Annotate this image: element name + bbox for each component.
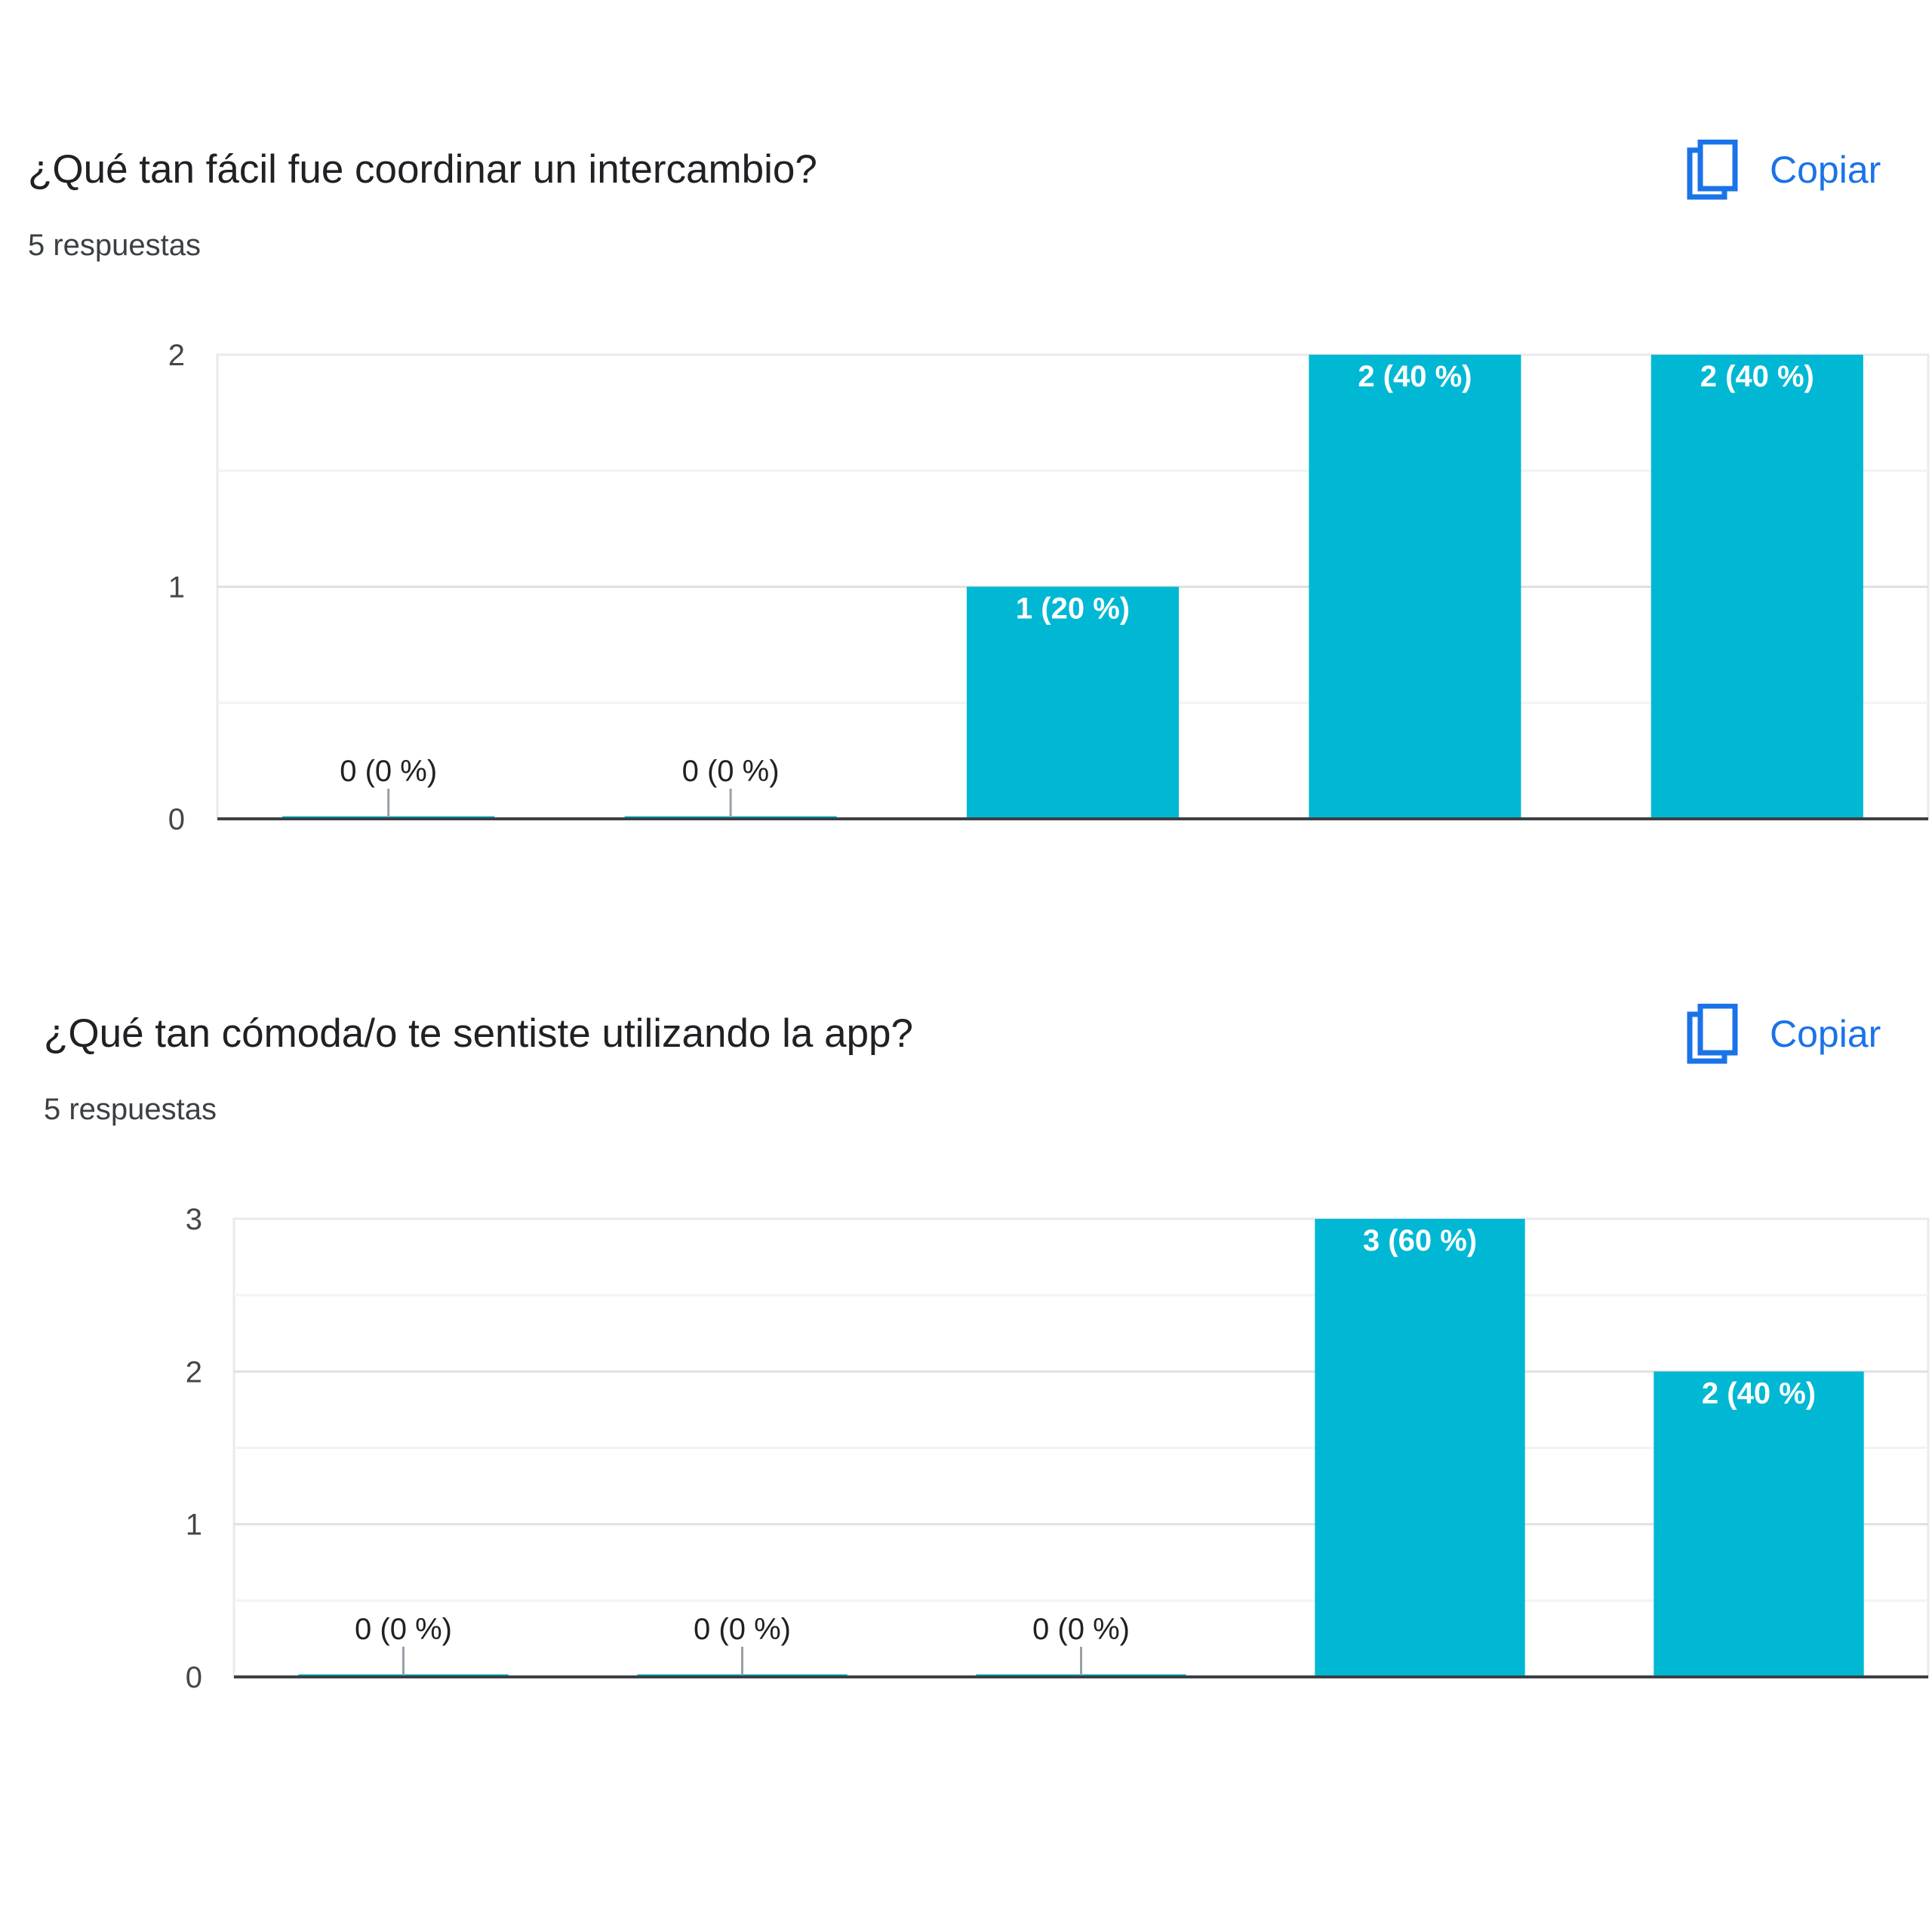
copy-icon: [1687, 1004, 1738, 1064]
data-label: 0 (0 %): [1032, 1613, 1130, 1646]
data-label: 2 (40 %): [1358, 360, 1472, 393]
y-tick-label: 2: [168, 339, 185, 372]
copy-button[interactable]: Copiar: [1687, 136, 1881, 204]
bar: [1651, 355, 1863, 819]
data-label: 3 (60 %): [1363, 1224, 1477, 1257]
data-label: 1 (20 %): [1016, 592, 1130, 626]
data-label: 2 (40 %): [1700, 360, 1814, 393]
copy-button-label: Copiar: [1770, 149, 1881, 191]
y-tick-label: 1: [168, 571, 185, 605]
question-card-1: ¿Qué tan fácil fue coordinar un intercam…: [0, 0, 1932, 830]
question-title: ¿Qué tan fácil fue coordinar un intercam…: [28, 147, 817, 192]
data-label: 0 (0 %): [340, 755, 437, 788]
y-tick-label: 0: [168, 803, 185, 830]
copy-button[interactable]: Copiar: [1687, 1000, 1881, 1068]
question-title: ¿Qué tan cómoda/o te sentiste utilizando…: [44, 1011, 913, 1056]
response-count: 5 respuestas: [44, 1093, 217, 1126]
copy-icon: [1687, 140, 1738, 200]
data-label: 0 (0 %): [355, 1613, 452, 1646]
bar: [1315, 1219, 1525, 1677]
y-tick-label: 2: [186, 1355, 202, 1389]
y-tick-label: 1: [186, 1509, 202, 1542]
bar: [966, 586, 1180, 819]
copy-button-label: Copiar: [1770, 1013, 1881, 1055]
data-label: 2 (40 %): [1702, 1377, 1816, 1410]
response-count: 5 respuestas: [28, 229, 202, 262]
y-tick-label: 3: [186, 1203, 202, 1236]
y-tick-label: 0: [186, 1661, 202, 1694]
question-card-2: ¿Qué tan cómoda/o te sentiste utilizando…: [0, 864, 1932, 1694]
data-label: 0 (0 %): [694, 1613, 791, 1646]
data-label: 0 (0 %): [682, 755, 780, 788]
bar: [1309, 355, 1521, 819]
bar: [1654, 1371, 1864, 1677]
